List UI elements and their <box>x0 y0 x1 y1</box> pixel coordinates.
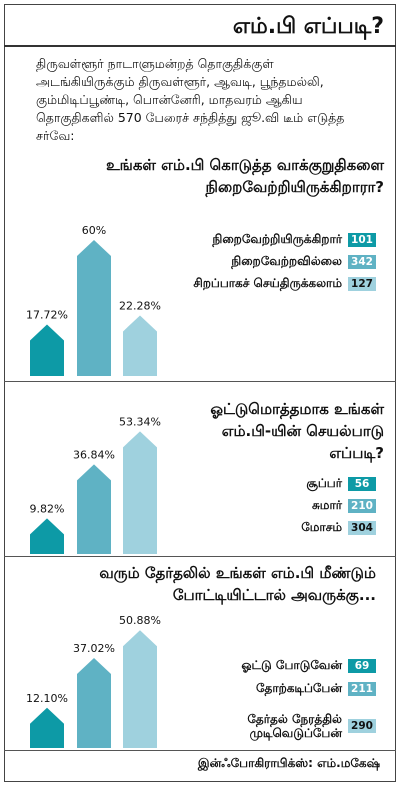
legend-3-item-3: தேர்தல் நேரத்தில் முடிவெடுப்பேன் 290 <box>216 712 376 740</box>
question-1: உங்கள் எம்.பி கொடுத்த வாக்குறுதிகளை நிறை… <box>106 156 384 196</box>
bar-1 <box>30 518 64 554</box>
bar-1 <box>30 324 64 376</box>
chart-1: 17.72% 60% 22.28% <box>26 224 161 376</box>
data-label-1: 9.82% <box>30 502 65 515</box>
intro-text: திருவள்ளூர் நாடாளுமன்றத் தொகுதிக்குள் அட… <box>36 56 345 143</box>
legend-label: தேர்தல் நேரத்தில் முடிவெடுப்பேன் <box>247 712 342 740</box>
bar-3 <box>123 315 157 376</box>
count-badge: 56 <box>348 477 376 491</box>
data-label-3: 50.88% <box>119 614 161 627</box>
bar-2 <box>77 657 111 748</box>
bar-3 <box>123 630 157 748</box>
count-badge: 211 <box>348 682 376 696</box>
data-label-1: 17.72% <box>26 309 68 322</box>
count-badge: 290 <box>348 719 376 733</box>
count-badge: 127 <box>348 277 376 291</box>
legend-1-item-1: நிறைவேற்றியிருக்கிறார் 101 <box>212 232 376 248</box>
section-divider <box>4 750 396 751</box>
legend-label: நிறைவேற்றவில்லை <box>231 254 342 268</box>
legend-2-item-2: சுமார் 210 <box>312 498 376 514</box>
question-2: ஓட்டுமொத்தமாக உங்கள் எம்.பி-யின் செயல்பா… <box>210 400 384 462</box>
data-label-3: 53.34% <box>119 415 161 428</box>
count-badge: 304 <box>348 521 376 535</box>
count-badge: 101 <box>348 233 376 247</box>
data-label-2: 37.02% <box>73 642 115 655</box>
page-title: எம்.பி எப்படி? <box>232 14 384 39</box>
legend-label: நிறைவேற்றியிருக்கிறார் <box>212 232 342 246</box>
legend-label: சூப்பர் <box>306 476 342 490</box>
legend-1-item-2: நிறைவேற்றவில்லை 342 <box>231 254 376 270</box>
legend-label: சுமார் <box>311 498 342 512</box>
data-label-2: 60% <box>82 224 106 237</box>
count-badge: 342 <box>348 255 376 269</box>
legend-label: சிறப்பாகச் செய்திருக்கலாம் <box>193 276 342 290</box>
bar-1 <box>30 707 64 748</box>
legend-label: மோசம் <box>301 520 342 534</box>
bar-2 <box>77 464 111 554</box>
bar-3 <box>123 431 157 554</box>
legend-1-item-3: சிறப்பாகச் செய்திருக்கலாம் 127 <box>193 276 376 292</box>
data-label-1: 12.10% <box>26 692 68 705</box>
infographic-frame <box>4 4 396 782</box>
bar-2 <box>77 240 111 376</box>
section-divider <box>4 381 396 382</box>
chart-3: 12.10% 37.02% 50.88% <box>26 614 161 748</box>
data-label-2: 36.84% <box>73 448 115 461</box>
title-divider <box>4 45 396 47</box>
legend-3-item-2: தோற்கடிப்பேன் 211 <box>256 681 376 697</box>
legend-2-item-3: மோசம் 304 <box>301 520 376 536</box>
count-badge: 69 <box>348 659 376 673</box>
question-3: வரும் தேர்தலில் உங்கள் எம்.பி மீண்டும் ப… <box>99 564 376 604</box>
data-label-3: 22.28% <box>119 299 161 312</box>
legend-label: தோற்கடிப்பேன் <box>255 681 342 695</box>
legend-2-item-1: சூப்பர் 56 <box>306 476 376 492</box>
count-badge: 210 <box>348 499 376 513</box>
legend-label: ஓட்டு போடுவேன் <box>241 658 342 672</box>
chart-2: 9.82% 36.84% 53.34% <box>30 415 161 554</box>
credit-line: இன்ஃபோகிராபிக்ஸ்: எம்.மகேஷ் <box>197 756 380 770</box>
legend-3-item-1: ஓட்டு போடுவேன் 69 <box>241 658 376 674</box>
section-divider <box>4 556 396 557</box>
